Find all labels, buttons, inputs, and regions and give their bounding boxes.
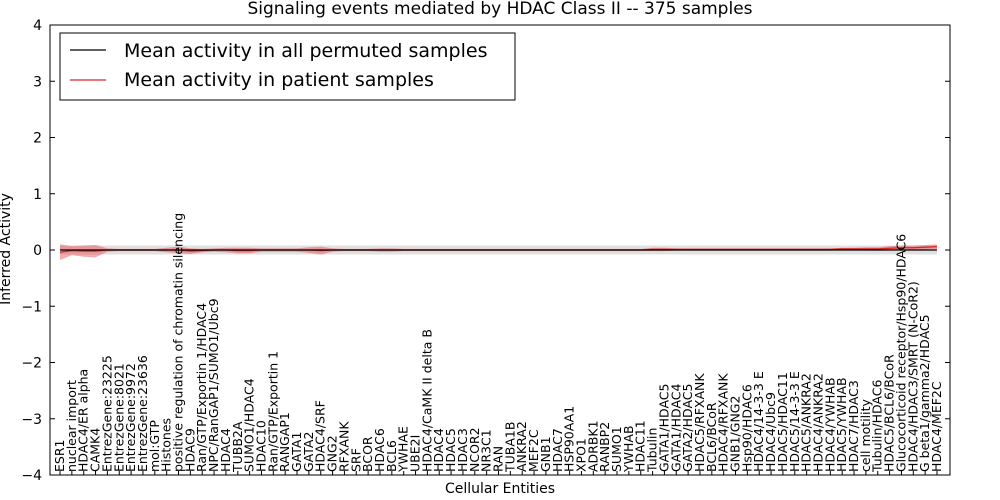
x-tick-label: GATA2/HDAC5 [680, 384, 695, 472]
x-tick-label: mol:GTP [147, 420, 162, 472]
x-tick-label: BCL6 [384, 440, 399, 472]
x-tick-label: HDAC4/SRF [313, 400, 328, 472]
x-tick-label: Tubulin/HDAC6 [870, 380, 885, 473]
x-tick-label: EntrezGene:23225 [99, 355, 114, 472]
y-tick-label: −1 [21, 299, 42, 315]
y-axis-label: Inferred Activity [0, 193, 14, 305]
x-tick-label: ANKRA2 [514, 421, 529, 472]
x-tick-label: EntrezGene:23636 [135, 355, 150, 472]
x-tick-label: HDAC5/HDAC11 [775, 372, 790, 472]
x-tick-label: G beta1/gamma2/HDAC5 [917, 314, 932, 472]
y-tick-label: −2 [21, 356, 42, 372]
x-tick-label: RANGAP1 [277, 412, 292, 472]
x-tick-label: HDAC5/YWHAB [834, 377, 849, 472]
x-tick-label: HDAC4/MEF2C [929, 381, 944, 472]
x-tick-label: TUBA1B [502, 422, 517, 473]
x-tick-label: XPO1 [573, 438, 588, 472]
legend-label-permuted: Mean activity in all permuted samples [124, 40, 487, 62]
x-tick-label: RANBP2 [597, 422, 612, 472]
band-patient [60, 244, 937, 261]
x-tick-label: CAMK4 [88, 428, 103, 472]
x-tick-label: GNB1 [538, 436, 553, 472]
x-tick-label: UBE2I [408, 435, 423, 472]
x-tick-label: Histones [159, 418, 174, 472]
x-tick-label: HDAC4/ER alpha [76, 369, 91, 472]
x-tick-label: Ran/GTP/Exportin 1/HDAC4 [194, 303, 209, 472]
y-axis: 4 3 2 1 0 −1 −2 −3 −4 [21, 18, 950, 484]
x-tick-label: HDAC4/ANKRA2 [810, 373, 825, 472]
y-tick-label: 0 [33, 243, 42, 259]
x-tick-label: EntrezGene:8021 [111, 363, 126, 472]
x-tick-label: GNG2 [325, 435, 340, 472]
x-tick-label: HDAC4 [218, 428, 233, 472]
y-tick-label: −4 [21, 468, 42, 484]
y-tick-label: −3 [21, 412, 42, 428]
x-tick-label: HDAC3 [455, 428, 470, 472]
x-tick-label: GNB1/GNG2 [728, 396, 743, 472]
x-tick-label: NR3C1 [479, 429, 494, 472]
y-tick-label: 4 [33, 18, 42, 34]
x-tick-label: Glucocorticoid receptor/Hsp90/HDAC6 [893, 234, 908, 472]
x-tick-label: positive regulation of chromatin silenci… [171, 213, 186, 472]
x-tick-label: GATA1 [289, 432, 304, 472]
x-tick-label: HDAC4/14-3-3 E [751, 371, 766, 472]
x-tick-label: nuclear import [64, 380, 79, 472]
x-tick-label: HDAC5/BCL6/BCoR [882, 354, 897, 472]
x-tick-label: Tubulin [645, 428, 660, 473]
x-tick-label: HDAC5/14-3-3 E [787, 371, 802, 472]
x-tick-label: HDAC4/YWHAB [822, 377, 837, 472]
x-tick-label: HDAC5 [443, 428, 458, 472]
x-tick-label: HDAC9 [182, 428, 197, 472]
x-tick-label: HDAC7 [550, 428, 565, 472]
x-tick-label: HDAC5/RFXANK [692, 373, 707, 472]
x-tick-label: SUMO1 [609, 426, 624, 472]
x-axis-label: Cellular Entities [445, 481, 555, 497]
x-tick-label: RFXANK [336, 421, 351, 472]
chart-title: Signaling events mediated by HDAC Class … [247, 0, 752, 19]
x-tick-label: YWHAB [621, 425, 636, 473]
x-tick-label: HDAC5/ANKRA2 [799, 373, 814, 472]
legend-label-patient: Mean activity in patient samples [124, 69, 434, 91]
x-tick-label: ADRBK1 [585, 420, 600, 472]
x-tick-label: HSP90AA1 [562, 406, 577, 472]
x-tick-label: GATA1/HDAC5 [656, 384, 671, 472]
x-tick-label: GATA2 [301, 432, 316, 472]
x-tick-label: GATA1/HDAC4 [668, 383, 683, 472]
y-tick-label: 2 [33, 131, 42, 147]
x-tick-label: HDAC4/CaMK II delta B [419, 329, 434, 472]
confidence-bands [60, 244, 937, 261]
x-tick-label: NPC/RanGAP1/SUMO1/Ubc9 [206, 298, 221, 472]
x-tick-label: HDAC4/HDAC3/SMRT (N-CoR2) [905, 281, 920, 472]
y-tick-label: 3 [33, 74, 42, 90]
x-tick-label: Hsp90/HDAC6 [739, 384, 754, 472]
legend-frame [59, 32, 516, 101]
series-lines [59, 245, 938, 253]
x-tick-label: BCOR [360, 436, 375, 472]
x-tick-label: HDAC6 [372, 428, 387, 472]
x-tick-label: MEF2C [526, 429, 541, 472]
x-tick-label: Ran/GTP/Exportin 1 [265, 351, 280, 472]
x-tick-label: HDAC7/HDAC3 [846, 380, 861, 472]
legend: Mean activity in all permuted samples Me… [59, 32, 516, 101]
x-tick-label: SUMO1/HDAC4 [242, 378, 257, 472]
x-tick-label: HDAC11 [633, 420, 648, 472]
x-tick-label: BCL6/BCoR [704, 402, 719, 472]
x-tick-label: cell motility [858, 398, 873, 472]
y-tick-label: 1 [33, 187, 42, 203]
x-tick-label: HDAC10 [253, 420, 268, 472]
x-tick-label: YWHAE [396, 426, 411, 473]
x-tick-label: SRF [348, 448, 363, 472]
x-tick-label: TUBB2A [230, 421, 245, 473]
x-tick-label: HDAC4 [431, 428, 446, 472]
x-tick-label: HDAC4/RFXANK [716, 373, 731, 472]
x-tick-label: EntrezGene:9972 [123, 363, 138, 472]
x-tick-label: ESR1 [52, 440, 67, 472]
x-tick-label: HDAC4/Ubc9 [763, 392, 778, 472]
x-tick-label: NCOR2 [467, 427, 482, 472]
x-tick-label: RAN [491, 446, 506, 472]
plot-frame [49, 24, 951, 476]
